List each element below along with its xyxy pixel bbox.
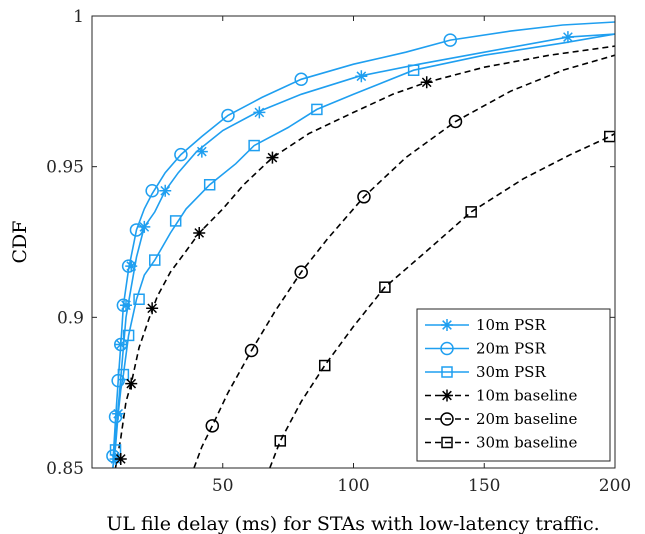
series-5-marker-1: [318, 359, 331, 372]
x-tick-label-0: 50: [212, 476, 234, 496]
series-4-marker-2: [294, 265, 308, 279]
series-3-marker-0: [114, 452, 127, 465]
y-tick-label-3: 1: [73, 7, 84, 27]
series-1-marker-5: [121, 259, 136, 273]
legend-label-2: 30m PSR: [476, 363, 546, 381]
legend-marker-0: [441, 319, 453, 331]
legend-label-4: 20m baseline: [476, 410, 577, 428]
x-tick-label-1: 100: [337, 476, 369, 496]
x-axis-label: UL file delay (ms) for STAs with low-lat…: [106, 513, 599, 534]
y-axis-label: CDF: [9, 221, 31, 264]
marker-layer: [106, 31, 616, 465]
y-tick-label-1: 0.9: [57, 308, 84, 328]
legend: 10m PSR 20m PSR 30m PSR 10m baseline 20m bas…: [416, 308, 611, 462]
series-1-marker-1: [108, 410, 123, 424]
legend-label-1: 20m PSR: [476, 340, 546, 358]
series-2-marker-1: [117, 368, 130, 381]
series-5-marker-3: [465, 206, 477, 218]
series-0-marker-7: [195, 145, 208, 158]
series-1-marker-10: [294, 72, 308, 87]
series-1-marker-8: [174, 147, 188, 162]
series-0-marker-6: [159, 184, 172, 197]
series-2-marker-8: [311, 103, 323, 116]
series-4-marker-4: [448, 114, 463, 129]
legend-label-5: 30m baseline: [476, 434, 577, 452]
series-2-marker-6: [203, 178, 216, 191]
series-0-marker-9: [355, 70, 368, 83]
series-line-1: [112, 21, 615, 463]
legend-label-0: 10m PSR: [476, 316, 546, 334]
series-0-marker-8: [253, 106, 266, 119]
series-4-marker-1: [244, 343, 259, 358]
legend-item-5: 30m baseline: [425, 434, 577, 452]
series-3-marker-1: [125, 377, 138, 390]
series-line-5: [269, 132, 615, 468]
y-tick-label-0: 0.85: [46, 459, 84, 479]
series-0-marker-3: [119, 299, 132, 312]
legend-marker-1: [440, 341, 454, 356]
series-0-marker-2: [114, 338, 127, 351]
legend-marker-4: [440, 412, 454, 426]
series-2-marker-4: [149, 254, 161, 266]
legend-marker-5: [441, 436, 453, 449]
series-3-marker-4: [266, 151, 279, 164]
series-1-marker-0: [106, 449, 120, 463]
series-0-marker-10: [561, 31, 574, 44]
legend-item-0: 10m PSR: [425, 316, 546, 334]
x-tick-label-2: 150: [468, 476, 500, 496]
series-5-marker-2: [379, 281, 391, 293]
series-2-marker-5: [169, 215, 182, 227]
legend-box: [416, 308, 611, 462]
series-0-marker-5: [138, 220, 151, 233]
series-5-marker-0: [274, 435, 287, 447]
series-1-marker-4: [116, 298, 131, 313]
series-3-marker-3: [193, 226, 206, 239]
series-1-marker-7: [145, 184, 159, 198]
legend-label-3: 10m baseline: [476, 387, 577, 405]
legend-item-2: 30m PSR: [425, 363, 546, 381]
series-1-marker-11: [443, 33, 458, 47]
series-3-marker-5: [420, 76, 433, 89]
series-1-marker-9: [221, 108, 235, 123]
legend-item-3: 10m baseline: [425, 387, 577, 405]
ticks-layer: 50 100 150 200 0.85 0.9 0.95 1: [46, 7, 631, 496]
y-tick-label-2: 0.95: [46, 158, 84, 178]
legend-marker-2: [441, 366, 453, 378]
series-1-marker-6: [129, 223, 144, 237]
series-2-marker-9: [407, 64, 420, 76]
series-2-marker-7: [248, 139, 260, 152]
x-tick-label-3: 200: [599, 476, 631, 496]
series-2-marker-0: [109, 444, 122, 456]
series-0-marker-4: [125, 260, 138, 273]
series-line-3: [114, 45, 615, 468]
series-2-marker-3: [133, 293, 145, 306]
legend-item-4: 20m baseline: [425, 410, 577, 428]
plot-area: [106, 21, 616, 468]
series-4-marker-0: [205, 419, 220, 433]
series-2-marker-2: [122, 329, 135, 342]
legend-marker-3: [441, 389, 453, 402]
series-4-marker-3: [357, 190, 371, 204]
legend-item-1: 20m PSR: [425, 340, 546, 358]
series-3-marker-2: [146, 302, 159, 315]
series-1-marker-3: [114, 337, 128, 352]
series-0-marker-1: [112, 407, 125, 420]
